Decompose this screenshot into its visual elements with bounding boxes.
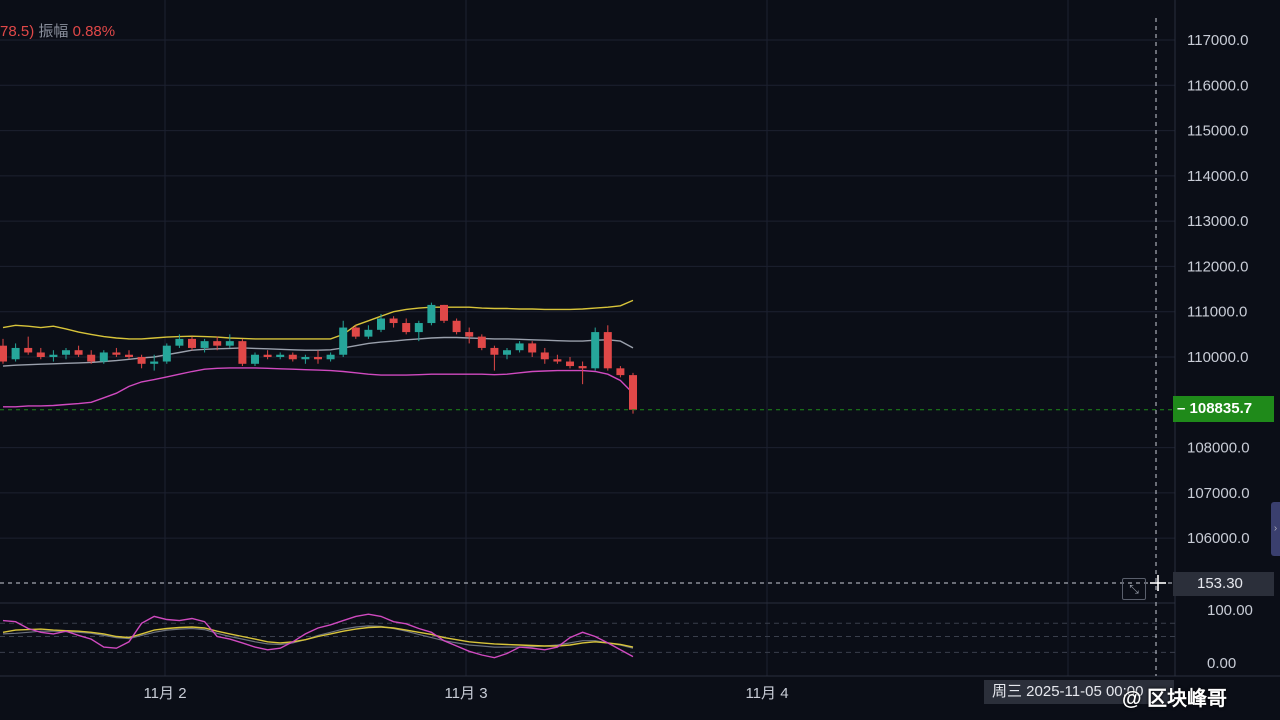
candle-body	[87, 354, 96, 362]
candle-body	[452, 320, 461, 333]
candle-body	[188, 338, 196, 348]
amplitude-value: 0.88%	[72, 23, 116, 40]
candle-body	[326, 354, 335, 360]
price-tick-label: 117000.0	[1187, 32, 1248, 49]
candle-body	[553, 359, 562, 362]
crosshair-value-tag: 153.30	[1173, 572, 1274, 596]
osc-tick-label: 0.00	[1207, 655, 1236, 672]
watermark: @ 区块峰哥	[1122, 688, 1228, 710]
current-price-tag: – 108835.7	[1173, 396, 1274, 422]
expand-icon[interactable]: ⤡	[1122, 578, 1146, 600]
price-tick-label: 108000.0	[1187, 440, 1250, 457]
current-price-value: 108835.7	[1189, 400, 1253, 417]
candle-body	[414, 323, 423, 333]
candle-body	[112, 352, 121, 355]
candle-body	[251, 354, 259, 364]
time-tick-label: 11月 4	[745, 685, 788, 702]
time-tick-label: 11月 2	[143, 685, 186, 702]
candle-body	[616, 368, 625, 376]
candle-body	[0, 345, 7, 362]
amplitude-label: 振幅	[38, 23, 69, 40]
candle-body	[364, 329, 373, 337]
osc-slow-line	[2, 626, 634, 648]
ohlc-info-bar: 78.5) 振幅 0.88%	[0, 20, 115, 41]
candle-body	[263, 354, 272, 357]
candle-body	[301, 357, 310, 360]
candle-body	[515, 343, 524, 351]
partial-value: 78.5)	[0, 23, 35, 40]
candle-body	[402, 323, 411, 333]
price-tick-label: 114000.0	[1187, 168, 1248, 185]
candle-body	[74, 350, 83, 355]
price-tick-label: 112000.0	[1187, 258, 1248, 275]
candle-body	[503, 350, 511, 355]
candle-body	[288, 354, 297, 360]
lower-band-line	[3, 367, 634, 408]
price-tick-label: 110000.0	[1187, 349, 1248, 366]
candle-body	[540, 352, 549, 360]
price-tick-label: 111000.0	[1187, 304, 1247, 321]
candle-body	[578, 366, 587, 369]
candle-body	[465, 332, 474, 337]
candle-body	[591, 332, 600, 369]
candle-body	[477, 336, 486, 348]
price-tick-label: 106000.0	[1187, 530, 1250, 547]
price-tick-label: 107000.0	[1187, 485, 1250, 502]
candle-body	[175, 338, 184, 346]
candle-body	[225, 341, 234, 346]
upper-band-line	[2, 299, 634, 340]
candle-body	[440, 304, 448, 321]
candle-body	[427, 304, 436, 324]
time-tick-label: 11月 3	[444, 685, 487, 702]
candle-body	[629, 375, 637, 410]
price-tick-label: 113000.0	[1187, 213, 1248, 230]
panel-toggle-handle[interactable]: ›	[1271, 502, 1280, 556]
candle-body	[49, 354, 58, 357]
osc-mid-line	[2, 625, 634, 649]
candle-body	[389, 318, 398, 324]
candle-body	[490, 347, 499, 355]
candle-body	[99, 352, 108, 362]
candle-body	[603, 332, 612, 369]
candle-body	[276, 354, 285, 357]
candle-body	[24, 347, 33, 353]
candle-body	[314, 357, 322, 360]
candle-body	[213, 341, 222, 346]
price-tick-label: 115000.0	[1187, 123, 1248, 140]
candle-body	[125, 354, 133, 357]
candle-body	[162, 345, 171, 362]
osc-tick-label: 100.00	[1207, 602, 1253, 619]
candle-body	[200, 341, 209, 348]
price-tick-label: 116000.0	[1187, 77, 1248, 94]
candle-body	[528, 343, 537, 353]
candle-body	[377, 318, 385, 330]
candle-body	[11, 347, 20, 360]
candle-body	[351, 327, 360, 337]
candle-body	[62, 350, 70, 355]
osc-fast-line	[2, 613, 634, 659]
candle-body	[137, 357, 146, 364]
candle-body	[150, 361, 159, 364]
candle-body	[566, 361, 574, 367]
crosshair-date-tag: 周三 2025-11-05 00:00	[984, 680, 1174, 704]
candle-body	[36, 352, 45, 357]
candle-body	[238, 341, 247, 364]
middle-band-line	[2, 336, 634, 367]
candle-body	[339, 327, 348, 355]
